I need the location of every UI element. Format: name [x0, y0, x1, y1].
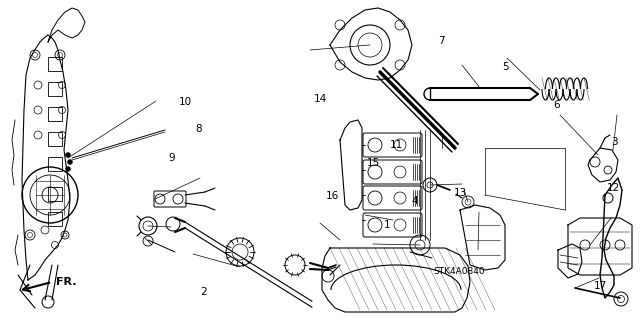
- Bar: [48, 157, 62, 171]
- Text: STK4A0840: STK4A0840: [434, 267, 485, 276]
- Bar: [48, 187, 62, 201]
- Bar: [48, 82, 62, 96]
- Text: 11: 11: [390, 140, 403, 150]
- Text: 14: 14: [314, 94, 326, 104]
- Text: 1: 1: [384, 220, 390, 230]
- Text: 16: 16: [326, 191, 339, 201]
- Text: 4: 4: [412, 196, 418, 206]
- Text: 15: 15: [367, 158, 380, 168]
- Bar: [48, 57, 62, 71]
- Bar: [48, 107, 62, 121]
- Text: FR.: FR.: [56, 277, 77, 287]
- Text: 3: 3: [611, 137, 618, 147]
- Text: 12: 12: [607, 183, 620, 193]
- Text: 2: 2: [200, 287, 207, 297]
- Text: 9: 9: [168, 153, 175, 163]
- Bar: [48, 212, 62, 226]
- Circle shape: [65, 152, 70, 158]
- Text: 8: 8: [195, 124, 202, 134]
- Text: 7: 7: [438, 36, 445, 47]
- Text: 17: 17: [594, 280, 607, 291]
- Text: 10: 10: [179, 97, 192, 107]
- Text: 5: 5: [502, 62, 509, 72]
- Text: 6: 6: [554, 100, 560, 110]
- Circle shape: [67, 160, 72, 165]
- Text: 13: 13: [454, 188, 467, 198]
- Circle shape: [65, 167, 70, 172]
- Bar: [48, 132, 62, 146]
